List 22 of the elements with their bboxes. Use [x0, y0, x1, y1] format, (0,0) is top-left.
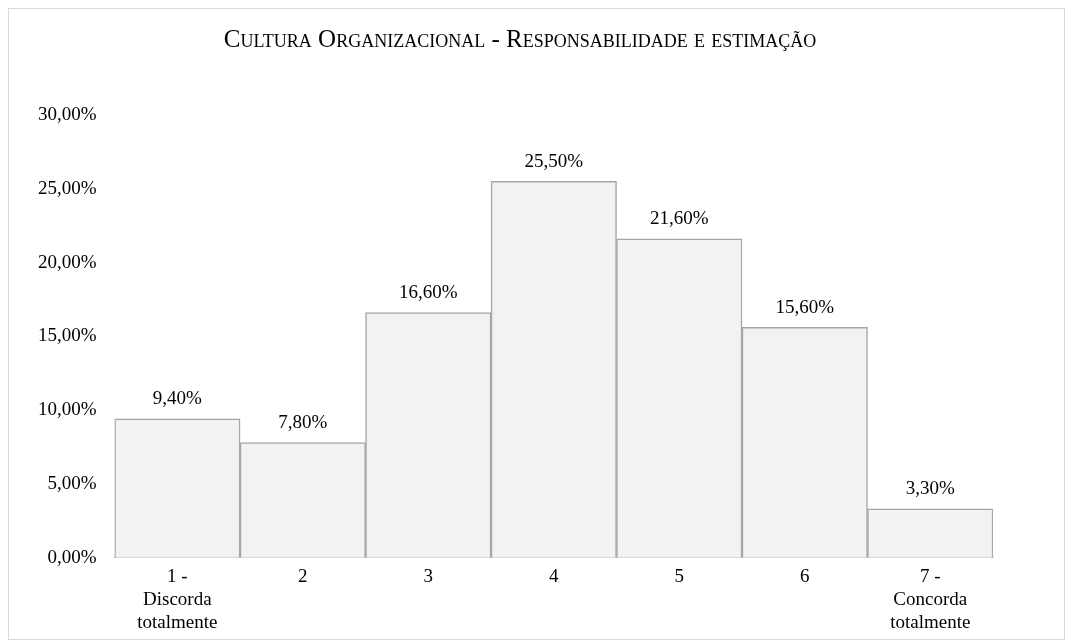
data-label: 25,50%	[524, 149, 584, 171]
chart-title: Cultura Organizacional - Responsabilidade e estimação	[222, 24, 818, 54]
data-label: 15,60%	[775, 295, 835, 317]
data-label: 3,30%	[905, 477, 955, 499]
data-label: 21,60%	[649, 207, 709, 229]
y-tick-label: 10,00%	[38, 398, 97, 420]
x-tick-label: 5	[674, 564, 685, 586]
x-tick-label: 7 - Concorda totalmente	[890, 564, 971, 632]
x-tick-label: 4	[549, 564, 560, 586]
y-tick-label: 20,00%	[38, 250, 97, 272]
x-tick-label: 1 - Discorda totalmente	[137, 564, 218, 632]
data-label: 7,80%	[278, 411, 328, 433]
x-tick-label: 2	[298, 564, 308, 586]
data-label: 16,60%	[399, 281, 458, 303]
y-tick-label: 5,00%	[47, 471, 97, 493]
y-tick-label: 0,00%	[47, 545, 97, 567]
x-tick-label: 6	[800, 564, 810, 586]
y-tick-label: 30,00%	[38, 102, 97, 124]
x-tick-label: 3	[423, 564, 434, 586]
data-label: 9,40%	[152, 387, 203, 409]
y-tick-label: 15,00%	[38, 324, 97, 346]
y-tick-label: 25,00%	[38, 176, 97, 198]
